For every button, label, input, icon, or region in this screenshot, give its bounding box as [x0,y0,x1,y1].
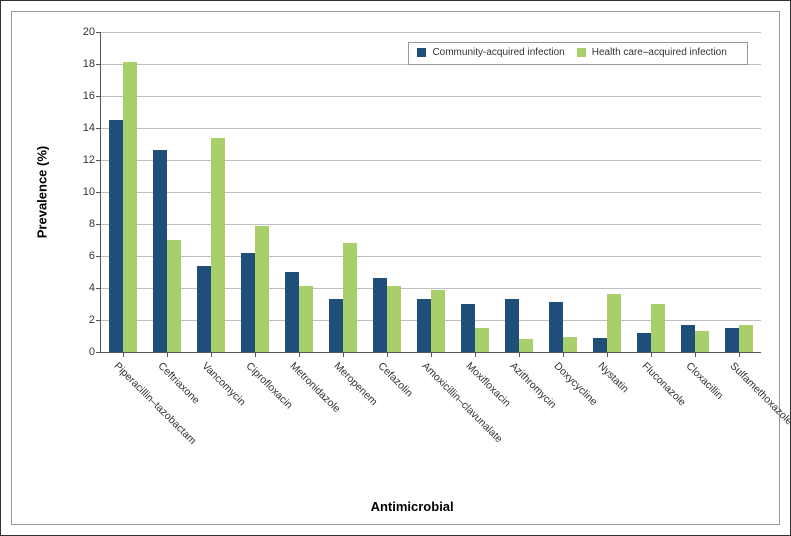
x-tick [651,352,652,357]
category-label: Ceftriaxone [156,360,202,406]
x-tick [167,352,168,357]
bar-series-0 [593,338,606,352]
bar-series-0 [505,299,518,352]
legend-item: Health care–acquired infection [577,47,727,58]
y-tick [96,160,101,161]
bar-series-1 [431,290,444,352]
x-tick [475,352,476,357]
bar-series-0 [241,253,254,352]
x-tick [387,352,388,357]
category-label: Nystatin [596,360,631,395]
bar-series-1 [563,337,576,352]
y-tick [96,288,101,289]
category-label: Sulfamethoxazole and trimethoprim [728,360,791,485]
y-tick-label: 8 [71,218,95,230]
bar-series-1 [343,243,356,352]
y-tick [96,224,101,225]
category-label: Cefazolin [376,360,415,399]
grid-line [101,96,761,97]
y-tick [96,352,101,353]
bar-series-1 [739,325,752,352]
legend-item: Community-acquired infection [417,47,564,58]
bar-series-0 [417,299,430,352]
bar-series-0 [549,302,562,352]
bar-series-1 [123,62,136,352]
y-tick-label: 18 [71,58,95,70]
y-tick-label: 10 [71,186,95,198]
x-tick [431,352,432,357]
grid-line [101,160,761,161]
bar-series-0 [285,272,298,352]
y-tick [96,64,101,65]
bar-series-0 [725,328,738,352]
x-axis-label: Antimicrobial [371,499,454,514]
category-label: Doxycycline [552,360,600,408]
legend-label: Community-acquired infection [432,47,564,58]
x-tick [563,352,564,357]
legend-label: Health care–acquired infection [592,47,727,58]
grid-line [101,224,761,225]
category-label: Amoxicillin–clavunalate [420,360,505,445]
y-tick [96,320,101,321]
bar-series-0 [637,333,650,352]
bar-series-1 [387,286,400,352]
x-tick [695,352,696,357]
bar-series-0 [373,278,386,352]
category-label: Vancomycin [200,360,248,408]
x-tick [211,352,212,357]
grid-line [101,192,761,193]
bar-series-1 [607,294,620,352]
bar-series-1 [475,328,488,352]
y-tick-label: 6 [71,250,95,262]
category-label: Cloxacillin [684,360,726,402]
y-tick-label: 12 [71,154,95,166]
y-tick-label: 0 [71,346,95,358]
y-tick-label: 14 [71,122,95,134]
category-label: Piperacillin–tazobactam [112,360,199,447]
x-tick [299,352,300,357]
legend: Community-acquired infection Health care–… [408,42,747,65]
legend-swatch [417,48,426,57]
category-label: Fluconazole [640,360,689,409]
x-tick [519,352,520,357]
grid-line [101,32,761,33]
x-tick [123,352,124,357]
bar-series-1 [695,331,708,352]
bar-series-0 [681,325,694,352]
y-axis-label: Prevalence (%) [35,146,50,239]
bar-series-1 [167,240,180,352]
bar-series-1 [255,226,268,352]
plot-area: 02468101214161820Piperacillin–tazobactam… [100,32,761,353]
figure-outer-border: Prevalence (%) Antimicrobial 02468101214… [0,0,791,536]
bar-series-0 [153,150,166,352]
bar-series-0 [197,266,210,352]
x-tick [739,352,740,357]
bar-series-1 [519,339,532,352]
bar-series-1 [299,286,312,352]
bar-series-0 [461,304,474,352]
bar-series-1 [651,304,664,352]
bar-series-0 [109,120,122,352]
y-tick [96,128,101,129]
y-tick [96,192,101,193]
x-tick [343,352,344,357]
bar-series-1 [211,138,224,352]
y-tick [96,256,101,257]
category-label: Meropenem [332,360,380,408]
x-tick [607,352,608,357]
y-tick [96,96,101,97]
grid-line [101,256,761,257]
y-tick-label: 4 [71,282,95,294]
bar-series-0 [329,299,342,352]
y-tick-label: 16 [71,90,95,102]
y-tick-label: 2 [71,314,95,326]
grid-line [101,128,761,129]
y-tick-label: 20 [71,26,95,38]
figure-inner-border: Prevalence (%) Antimicrobial 02468101214… [11,11,780,525]
x-tick [255,352,256,357]
legend-swatch [577,48,586,57]
y-tick [96,32,101,33]
